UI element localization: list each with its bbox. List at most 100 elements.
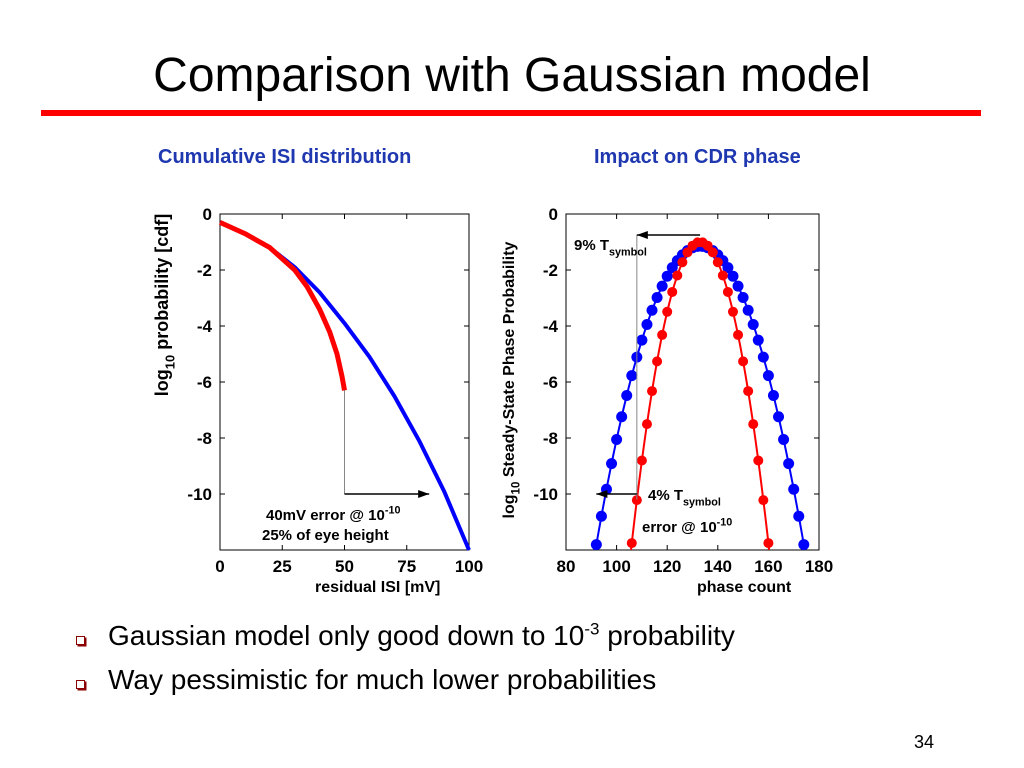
cdr-data-point — [611, 434, 623, 446]
cdr-9pct-arrow-head — [636, 231, 648, 239]
cdr-y-tick-label: -8 — [543, 429, 558, 448]
cdr-data-point — [586, 569, 597, 580]
cdr-data-point — [722, 262, 734, 274]
bullet-text-tail: probability — [599, 620, 735, 651]
cdr-data-point — [657, 329, 668, 340]
isi-y-tick-label: -6 — [197, 373, 212, 392]
isi-error-arrow-head — [418, 490, 430, 498]
cdr-data-point — [606, 458, 618, 470]
page-number: 34 — [914, 732, 935, 752]
bullet-text: Gaussian model only good down to 10 — [108, 620, 585, 651]
cdr-x-tick-label: 120 — [653, 557, 681, 576]
cdr-data-point — [626, 370, 638, 382]
isi-y-tick-label: -10 — [187, 485, 212, 504]
cdr-data-point — [773, 411, 785, 423]
cdr-data-point — [656, 280, 668, 292]
cdr-data-point — [616, 411, 628, 423]
cdr-data-point — [767, 389, 779, 401]
cdr-data-point — [667, 286, 678, 297]
cdr-y-tick-label: -10 — [533, 485, 558, 504]
cdr-y-axis-label: log10 Steady-State Phase Probability — [501, 241, 523, 518]
isi-y-tick-label: -8 — [197, 429, 212, 448]
cdr-x-tick-label: 80 — [557, 557, 576, 576]
cdr-series-line — [629, 240, 771, 550]
cdr-data-point — [652, 356, 663, 367]
cdr-data-point — [631, 495, 642, 506]
chart-left-title: Cumulative ISI distribution — [158, 146, 412, 168]
cdr-data-point — [590, 539, 602, 550]
slide-title: Comparison with Gaussian model — [153, 49, 871, 102]
cdr-annotation-9pct: 9% Tsymbol — [574, 237, 647, 258]
cdr-data-point — [737, 292, 749, 304]
cdr-data-point — [733, 329, 744, 340]
cumulative-isi-chart: 0 25 50 75 100 0 -2 -4 -6 -8 -10 40mV error @ 10-10… — [152, 205, 483, 596]
cdr-data-point — [742, 304, 754, 316]
cdr-x-tick-label: 160 — [754, 557, 782, 576]
cdr-data-point — [793, 510, 805, 522]
cdr-data-point — [595, 510, 607, 522]
cdr-x-tick-label: 100 — [602, 557, 630, 576]
cdr-x-tick-label: 140 — [704, 557, 732, 576]
bullet-superscript: -3 — [584, 619, 600, 639]
cdr-data-point — [636, 334, 648, 346]
cdr-data-point — [752, 334, 764, 346]
cdr-data-point — [743, 386, 754, 397]
cdr-data-point — [748, 419, 759, 430]
bullet-text: Way pessimistic for much lower probabili… — [108, 664, 657, 695]
cdr-data-point — [622, 584, 632, 594]
cdr-data-point — [707, 247, 718, 258]
cdr-data-point — [778, 434, 790, 446]
cdr-data-point — [798, 539, 810, 550]
isi-y-tick-label: -2 — [197, 261, 212, 280]
cdr-data-point — [783, 458, 795, 470]
cdr-data-point — [722, 286, 733, 297]
cdr-4pct-arrow-head — [596, 490, 608, 498]
cdr-data-point — [641, 318, 653, 330]
cdr-x-tick-label: 180 — [805, 557, 833, 576]
isi-y-tick-label: -4 — [197, 317, 213, 336]
cdr-data-point — [717, 270, 728, 281]
cdr-data-point — [762, 370, 774, 382]
isi-series-line — [218, 220, 347, 391]
cdr-annotation-4pct: 4% Tsymbol — [648, 487, 721, 508]
cdr-data-point — [626, 538, 637, 549]
cdr-data-point — [646, 304, 658, 316]
cdr-data-point — [712, 257, 723, 268]
cdr-data-point — [738, 356, 749, 367]
isi-x-tick-label: 25 — [273, 557, 292, 576]
cdr-y-tick-label: 0 — [549, 205, 558, 224]
square-bullet-icon — [76, 636, 85, 645]
isi-y-axis-label: log10 probability [cdf] — [152, 214, 177, 396]
cdr-data-point — [641, 419, 652, 430]
isi-x-tick-label: 50 — [335, 557, 354, 576]
cdr-data-point — [763, 538, 774, 549]
cdr-data-point — [672, 270, 683, 281]
isi-annotation-line2: 25% of eye height — [262, 527, 389, 544]
isi-x-axis-label: residual ISI [mV] — [315, 579, 440, 596]
isi-x-tick-label: 75 — [397, 557, 416, 576]
cdr-data-point — [647, 386, 658, 397]
cdr-data-point — [758, 495, 769, 506]
cdr-data-point — [662, 306, 673, 317]
cdr-data-point — [621, 389, 633, 401]
cdr-phase-chart: 80 100 120 140 160 180 0 -2 -4 -6 -8 -10 9% Tsymbol 4… — [501, 205, 833, 596]
cdr-y-tick-label: -2 — [543, 261, 558, 280]
cdr-data-point — [661, 270, 673, 282]
cdr-data-point — [757, 351, 769, 363]
cdr-y-tick-label: -4 — [543, 317, 559, 336]
cdr-data-point — [677, 257, 688, 268]
cdr-data-point — [636, 455, 647, 466]
title-divider — [41, 110, 981, 116]
cdr-data-point — [753, 455, 764, 466]
cdr-series-group — [586, 237, 810, 594]
cdr-annotation-error: error @ 10-10 — [642, 516, 732, 536]
cdr-x-axis-label: phase count — [697, 579, 792, 596]
isi-x-tick-label: 100 — [455, 557, 483, 576]
cdr-data-point — [727, 306, 738, 317]
square-bullet-icon — [76, 680, 85, 689]
cdr-y-tick-label: -6 — [543, 373, 558, 392]
isi-x-tick-label: 0 — [215, 557, 224, 576]
cdr-data-point — [732, 280, 744, 292]
cdr-data-point — [727, 270, 739, 282]
cdr-data-point — [788, 483, 800, 495]
